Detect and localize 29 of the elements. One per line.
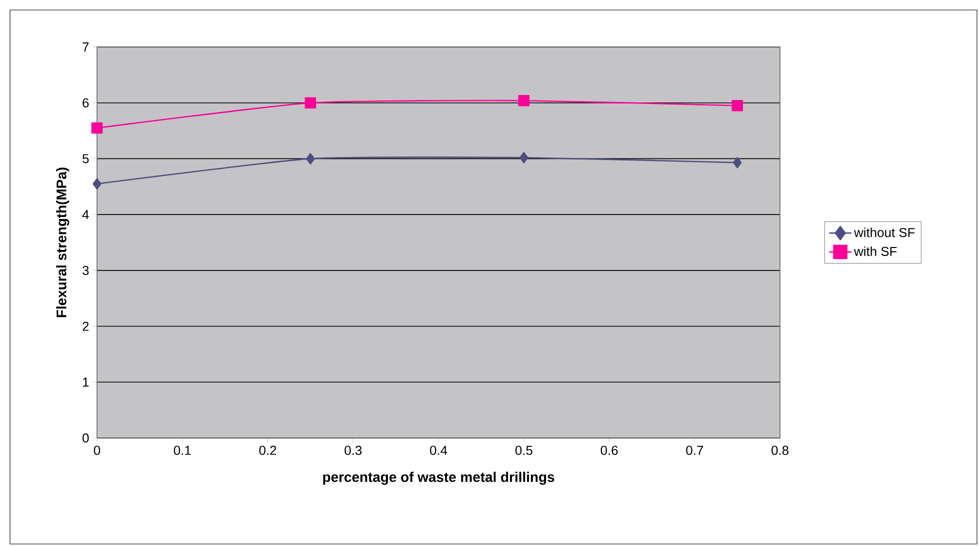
point — [732, 100, 743, 112]
y-tick-label: 7 — [82, 42, 89, 52]
x-tick-label: 0.7 — [686, 446, 703, 455]
x-tick-label: 0.2 — [259, 446, 276, 455]
x-tick-label: 0.4 — [430, 446, 448, 455]
y-tick-label: 4 — [82, 210, 89, 220]
y-tick-label: 3 — [82, 266, 89, 275]
point — [306, 153, 315, 164]
x-tick-label: 0.6 — [600, 446, 618, 455]
point — [518, 94, 530, 106]
y-tick-label: 5 — [82, 154, 89, 164]
point — [732, 156, 742, 168]
y-tick-label: 0 — [82, 433, 89, 443]
point — [304, 97, 316, 108]
point — [519, 152, 528, 164]
x-tick-label: 0.1 — [174, 446, 191, 455]
x-tick-label: 0.8 — [772, 446, 788, 455]
x-tick-label: 0.5 — [515, 446, 532, 455]
y-tick-label: 1 — [83, 378, 89, 387]
point — [91, 122, 103, 134]
y-axis-title: Flexural strength(MPa) — [56, 168, 70, 318]
x-tick-label: 0.3 — [344, 446, 362, 455]
legend-label: with SF — [854, 246, 897, 256]
x-tick-label: 0 — [94, 446, 100, 455]
y-tick-label: 6 — [82, 98, 89, 108]
x-axis-title: percentage of waste metal drillings — [323, 472, 554, 485]
y-tick-label: 2 — [82, 322, 89, 331]
point — [92, 178, 102, 190]
legend-label: without SF — [854, 228, 915, 238]
